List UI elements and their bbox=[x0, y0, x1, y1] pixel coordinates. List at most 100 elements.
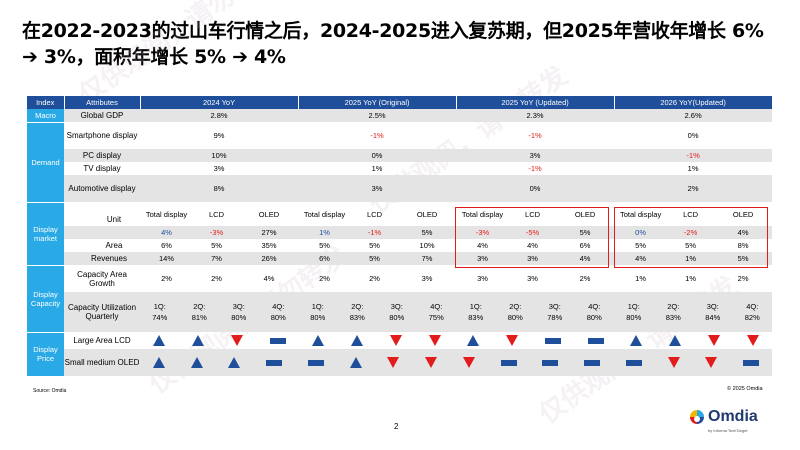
table-cell: -1% bbox=[528, 131, 542, 140]
table-cell: 0% bbox=[456, 175, 615, 202]
utilization-value: 80% bbox=[507, 313, 523, 322]
trend-up-icon bbox=[349, 357, 362, 368]
subheader-total: Total display bbox=[619, 209, 662, 219]
utilization-cell: 2Q: 80% bbox=[498, 301, 532, 323]
table-cell: 27% bbox=[240, 226, 299, 239]
attr-automotive: Automotive display bbox=[64, 175, 140, 202]
attr-smartphone: Smartphone display bbox=[66, 131, 138, 140]
index-display-capacity: Display Capacity bbox=[27, 265, 64, 333]
trend-up-icon bbox=[153, 335, 166, 346]
trend-flat-icon bbox=[587, 337, 604, 344]
table-cell: -5% bbox=[509, 226, 557, 239]
utilization-cell: 2Q: 83% bbox=[656, 301, 690, 323]
table-cell: 5% bbox=[369, 241, 380, 250]
table-cell: 2% bbox=[161, 274, 172, 283]
table-cell: 4% bbox=[556, 252, 615, 265]
table-cell: 26% bbox=[240, 252, 299, 265]
table-cell: 7% bbox=[193, 252, 240, 265]
quarter-label: 3Q: bbox=[390, 302, 403, 311]
utilization-cell: 3Q: 80% bbox=[380, 301, 414, 323]
quarter-label: 3Q: bbox=[706, 302, 719, 311]
utilization-cell: 1Q: 80% bbox=[617, 301, 651, 323]
attr-pc-display: PC display bbox=[64, 149, 140, 162]
utilization-cell: 1Q: 74% bbox=[143, 301, 177, 323]
trend-flat-icon bbox=[269, 337, 286, 344]
attr-capacity-growth: Capacity Area Growth bbox=[77, 269, 127, 288]
trend-up-icon bbox=[228, 357, 241, 368]
table-cell: 1% bbox=[298, 226, 352, 239]
utilization-value: 80% bbox=[231, 313, 247, 322]
table-cell: 1% bbox=[687, 164, 699, 173]
table-cell: 1% bbox=[667, 252, 715, 265]
trend-down-icon bbox=[462, 357, 475, 368]
utilization-value: 83% bbox=[468, 313, 484, 322]
table-cell: 5% bbox=[714, 252, 773, 265]
header-2025-yoy-updated: 2025 YoY (Updated) bbox=[456, 96, 615, 109]
table-cell: 3% bbox=[421, 274, 433, 283]
market-outlook-table: Index Attributes 2024 YoY 2025 YoY (Orig… bbox=[27, 96, 773, 377]
trend-down-icon bbox=[746, 335, 759, 346]
table-cell: 35% bbox=[261, 241, 277, 250]
table-cell: 2.8% bbox=[140, 109, 299, 122]
quarter-label: 4Q: bbox=[272, 302, 285, 311]
utilization-cell: 3Q: 80% bbox=[222, 301, 256, 323]
table-cell: 5% bbox=[556, 226, 615, 239]
table-cell: 3% bbox=[509, 252, 557, 265]
table-cell: 0% bbox=[614, 226, 668, 239]
subheader-oled: OLED bbox=[574, 209, 596, 219]
trend-up-icon bbox=[312, 335, 325, 346]
subheader-lcd: LCD bbox=[367, 209, 383, 219]
utilization-value: 78% bbox=[547, 313, 563, 322]
header-index: Index bbox=[27, 96, 65, 109]
header-attributes: Attributes bbox=[64, 96, 141, 109]
index-display-price: Display Price bbox=[27, 332, 64, 377]
table-cell: 6% bbox=[298, 252, 352, 265]
quarter-label: 4Q: bbox=[430, 302, 443, 311]
trend-down-icon bbox=[425, 357, 438, 368]
trend-flat-icon bbox=[584, 359, 601, 366]
utilization-cell: 1Q: 80% bbox=[301, 301, 335, 323]
attr-revenues: Revenues bbox=[64, 252, 140, 265]
utilization-value: 84% bbox=[705, 313, 721, 322]
trend-up-icon bbox=[467, 335, 480, 346]
utilization-value: 80% bbox=[626, 313, 642, 322]
subheader-total: Total display bbox=[461, 209, 504, 219]
table-cell: 5% bbox=[351, 252, 399, 265]
table-cell: 4% bbox=[263, 274, 275, 283]
header-2025-yoy-original: 2025 YoY (Original) bbox=[298, 96, 457, 109]
table-cell: 14% bbox=[140, 252, 193, 265]
omdia-logo-mark bbox=[690, 410, 704, 424]
quarter-label: 2Q: bbox=[509, 302, 522, 311]
table-cell: 9% bbox=[213, 131, 225, 140]
table-cell: 3% bbox=[456, 149, 615, 162]
table-cell: 4% bbox=[477, 241, 488, 250]
table-cell: 4% bbox=[527, 241, 538, 250]
table-cell: 2% bbox=[369, 274, 380, 283]
table-cell: 7% bbox=[398, 252, 457, 265]
quarter-label: 1Q: bbox=[153, 302, 166, 311]
trend-up-icon bbox=[351, 335, 364, 346]
utilization-value: 83% bbox=[349, 313, 365, 322]
table-cell: -1% bbox=[614, 149, 773, 162]
utilization-cell: 1Q: 83% bbox=[459, 301, 493, 323]
table-cell: 2.3% bbox=[456, 109, 615, 122]
trend-flat-icon bbox=[500, 359, 517, 366]
page-number: 2 bbox=[394, 422, 399, 431]
utilization-value: 82% bbox=[744, 313, 760, 322]
trend-down-icon bbox=[667, 357, 680, 368]
subheader-oled: OLED bbox=[416, 209, 438, 219]
table-cell: 5% bbox=[211, 241, 222, 250]
utilization-cell: 4Q: 75% bbox=[419, 301, 453, 323]
table-cell: 3% bbox=[477, 274, 488, 283]
table-cell: -3% bbox=[456, 226, 510, 239]
utilization-value: 83% bbox=[665, 313, 681, 322]
table-cell: -1% bbox=[351, 226, 399, 239]
table-cell: 2% bbox=[614, 175, 773, 202]
price-trend-oled bbox=[140, 349, 773, 376]
attr-unit: Unit bbox=[106, 215, 122, 224]
utilization-value: 80% bbox=[270, 313, 286, 322]
attr-capacity-utilization: Capacity Utilization Quarterly bbox=[64, 292, 140, 332]
subheader-lcd: LCD bbox=[208, 209, 224, 219]
trend-flat-icon bbox=[542, 359, 559, 366]
page-title: 在2022-2023的过山车行情之后，2024-2025进入复苏期，但2025年… bbox=[22, 20, 764, 68]
